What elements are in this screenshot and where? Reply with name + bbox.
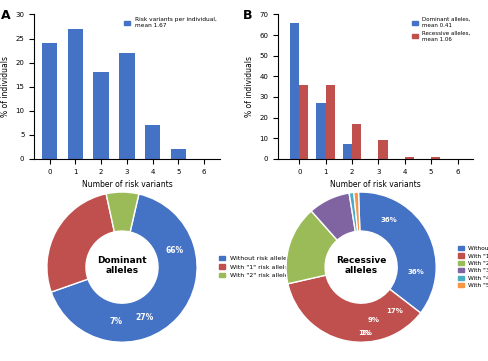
Wedge shape	[311, 193, 355, 240]
Bar	[343, 144, 352, 159]
Legend: Without risk allele, With "1" risk allele, With "2" risk alleles: Without risk allele, With "1" risk allel…	[219, 256, 292, 278]
Text: 7%: 7%	[109, 317, 122, 326]
Wedge shape	[354, 192, 360, 231]
Legend: Dominant alleles,
mean 0.41, Recessive alleles,
mean 1.06: Dominant alleles, mean 0.41, Recessive a…	[412, 17, 470, 42]
Bar	[93, 72, 109, 159]
Wedge shape	[288, 275, 421, 342]
Bar	[316, 103, 325, 159]
Bar	[299, 84, 308, 159]
Text: 36%: 36%	[407, 269, 424, 275]
Bar	[431, 157, 440, 159]
Bar	[405, 157, 414, 159]
X-axis label: Number of risk variants: Number of risk variants	[81, 180, 172, 189]
Wedge shape	[286, 211, 337, 284]
X-axis label: Number of risk variants: Number of risk variants	[330, 180, 421, 189]
Text: Recessive
alleles: Recessive alleles	[336, 256, 386, 275]
Legend: Risk variants per individual,
mean 1.67: Risk variants per individual, mean 1.67	[124, 17, 217, 28]
Wedge shape	[106, 192, 139, 232]
Text: 1%: 1%	[361, 330, 372, 336]
Y-axis label: % of individuals: % of individuals	[245, 56, 254, 117]
Wedge shape	[51, 194, 197, 342]
Text: 27%: 27%	[135, 313, 153, 322]
Legend: Without risk allele, With "1" risk allele, With "2" risk alleles, With "3" risk : Without risk allele, With "1" risk allel…	[458, 246, 488, 288]
Text: A: A	[1, 9, 10, 22]
Bar	[119, 53, 135, 159]
Text: B: B	[243, 9, 252, 22]
Bar	[171, 149, 186, 159]
Text: 66%: 66%	[165, 246, 183, 255]
Bar	[68, 29, 83, 159]
Wedge shape	[349, 192, 358, 231]
Y-axis label: % of individuals: % of individuals	[1, 56, 10, 117]
Bar	[290, 23, 299, 159]
Text: 1%: 1%	[359, 330, 370, 336]
Bar	[145, 125, 161, 159]
Text: 9%: 9%	[368, 317, 380, 323]
Bar	[352, 124, 361, 159]
Text: Dominant
alleles: Dominant alleles	[97, 256, 147, 275]
Text: 17%: 17%	[386, 308, 403, 314]
Bar	[42, 43, 58, 159]
Wedge shape	[359, 192, 436, 313]
Wedge shape	[47, 194, 114, 292]
Text: 36%: 36%	[381, 217, 397, 223]
Bar	[378, 140, 387, 159]
Bar	[325, 84, 335, 159]
